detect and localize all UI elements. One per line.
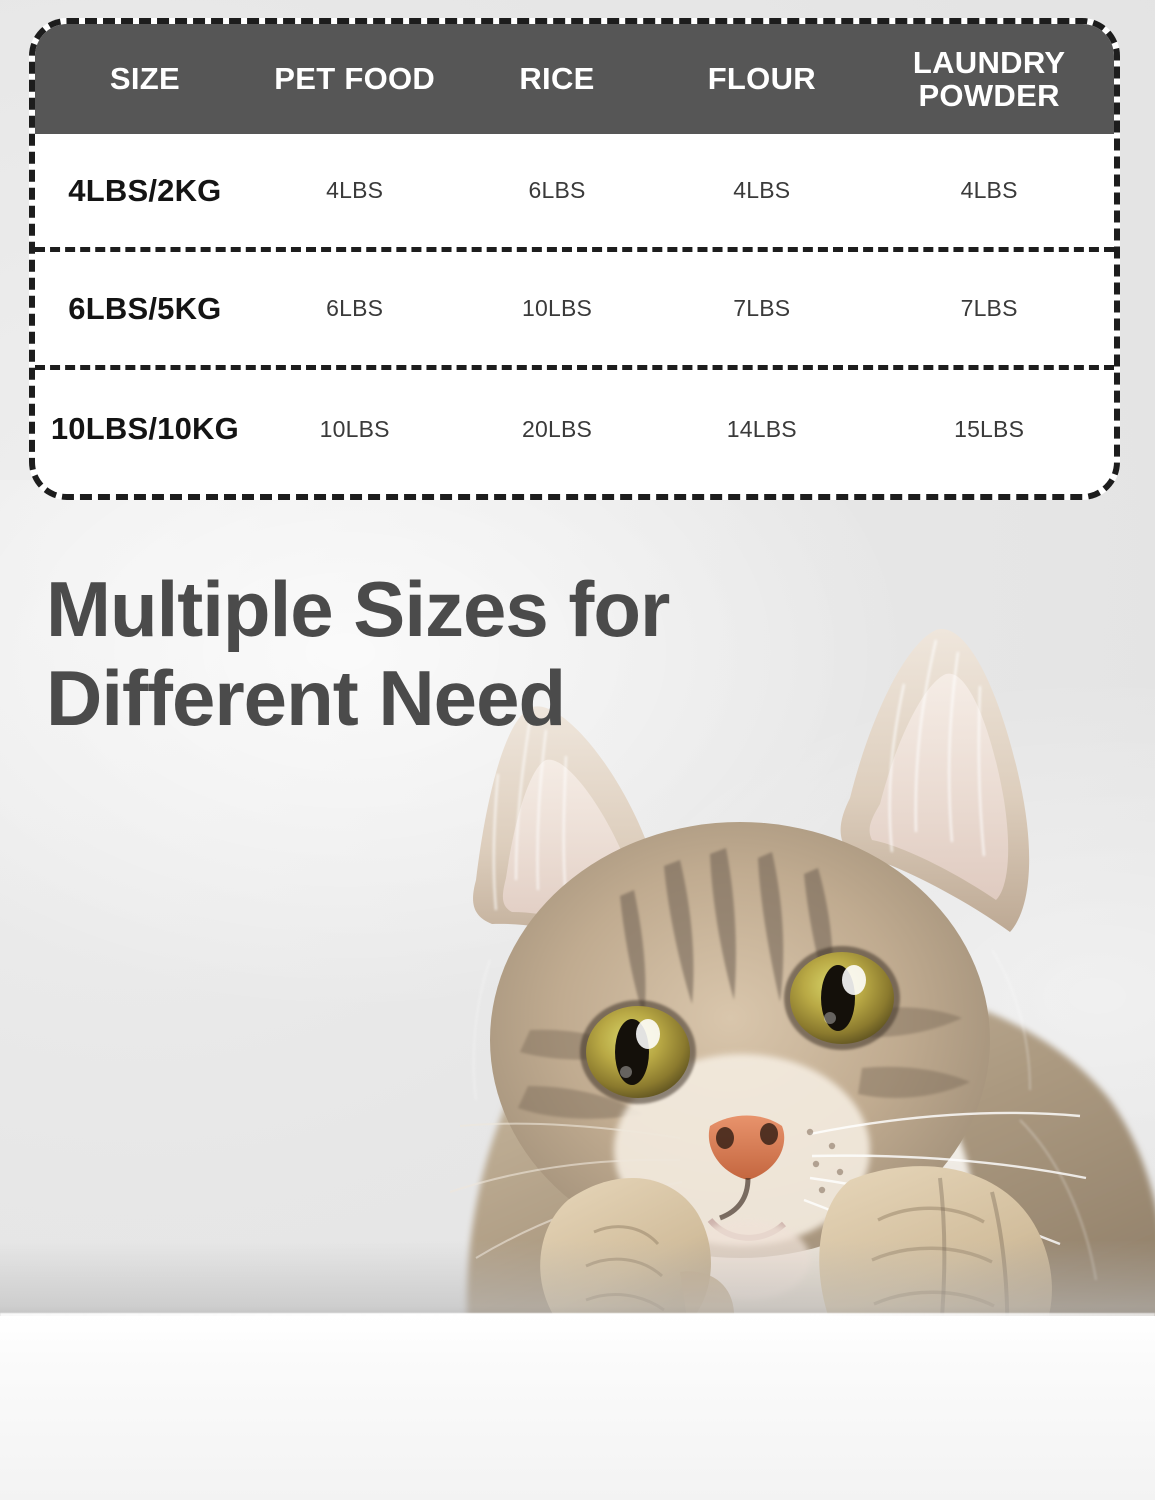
column-header-pet-food: PET FOOD (274, 61, 436, 97)
table-header-row: SIZE PET FOOD RICE FLOUR LAUNDRY POWDER (35, 24, 1114, 134)
cell-flour: 7LBS (733, 295, 791, 321)
cell-laundry-powder: 15LBS (954, 415, 1025, 442)
table-row: 6LBS/5KG 6LBS 10LBS 7LBS 7LBS (35, 252, 1114, 370)
size-comparison-table: SIZE PET FOOD RICE FLOUR LAUNDRY POWDER … (29, 18, 1120, 500)
ledge-shadow (0, 1240, 1155, 1318)
cell-size: 4LBS/2KG (68, 172, 222, 208)
ledge-highlight-edge (0, 1313, 1155, 1318)
cell-pet-food: 10LBS (319, 415, 390, 442)
cell-laundry-powder: 7LBS (960, 295, 1018, 321)
cell-rice: 10LBS (521, 295, 593, 321)
white-table-surface (0, 1316, 1155, 1500)
column-header-flour: FLOUR (707, 61, 816, 97)
table-row: 4LBS/2KG 4LBS 6LBS 4LBS 4LBS (35, 134, 1114, 252)
column-header-rice: RICE (519, 61, 595, 97)
cell-rice: 6LBS (528, 177, 586, 203)
cell-pet-food: 6LBS (326, 295, 384, 321)
cell-pet-food: 4LBS (326, 177, 384, 203)
cell-size: 10LBS/10KG (50, 411, 239, 446)
table-row: 10LBS/10KG 10LBS 20LBS 14LBS 15LBS (35, 370, 1114, 488)
cell-laundry-powder: 4LBS (960, 177, 1018, 203)
cell-flour: 14LBS (726, 415, 797, 442)
column-header-size: SIZE (109, 61, 180, 97)
cell-size: 6LBS/5KG (68, 290, 222, 326)
column-header-laundry-powder: LAUNDRY POWDER (912, 44, 1066, 113)
cell-flour: 4LBS (733, 177, 791, 203)
cell-rice: 20LBS (521, 415, 593, 442)
page-title: Multiple Sizes for Different Need (46, 565, 670, 742)
